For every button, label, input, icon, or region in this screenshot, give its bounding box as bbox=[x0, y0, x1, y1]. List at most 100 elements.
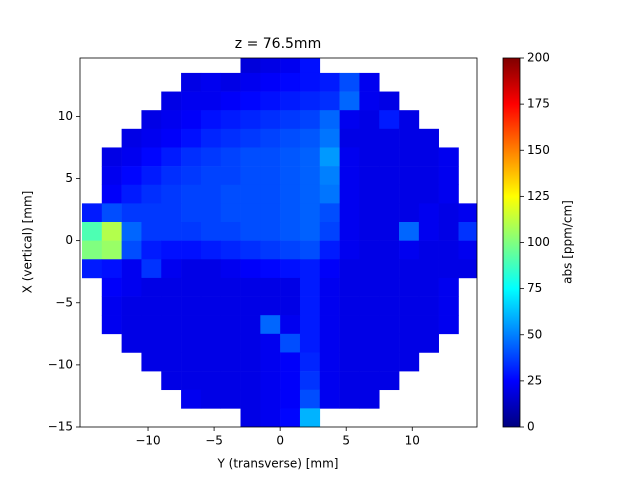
heatmap-cell bbox=[299, 296, 321, 316]
heatmap-cell bbox=[319, 371, 340, 391]
heatmap-cell bbox=[141, 333, 162, 353]
heatmap-cell bbox=[161, 166, 182, 186]
colorbar-tick-label: 125 bbox=[527, 189, 550, 203]
heatmap-cell bbox=[101, 184, 122, 204]
heatmap-cell bbox=[299, 91, 321, 111]
plot-frame bbox=[79, 57, 478, 428]
heatmap-cell bbox=[438, 296, 459, 316]
heatmap-cell bbox=[359, 203, 380, 223]
heatmap-cell bbox=[399, 222, 420, 241]
heatmap-cell bbox=[280, 408, 301, 427]
heatmap-cell bbox=[280, 240, 301, 260]
heatmap-cell bbox=[280, 371, 301, 391]
heatmap-cell bbox=[220, 222, 241, 241]
heatmap-cell bbox=[319, 222, 340, 241]
heatmap-cell bbox=[299, 315, 321, 335]
heatmap-cell bbox=[161, 333, 182, 353]
heatmap-cell bbox=[121, 147, 142, 167]
heatmap-cell bbox=[280, 184, 301, 204]
heatmap-cell bbox=[399, 259, 420, 279]
heatmap-cell bbox=[399, 352, 420, 372]
heatmap-cell bbox=[260, 277, 281, 297]
heatmap-cell bbox=[438, 203, 459, 223]
heatmap-cell bbox=[379, 296, 400, 316]
x-tick-label: 0 bbox=[276, 434, 284, 448]
x-tick-label: 5 bbox=[342, 434, 350, 448]
heatmap-cell bbox=[141, 296, 162, 316]
heatmap-cell bbox=[200, 72, 222, 92]
heatmap-cell bbox=[141, 166, 162, 186]
y-tick-label: −15 bbox=[48, 420, 73, 434]
heatmap-cell bbox=[319, 147, 340, 167]
y-tick-label: 5 bbox=[65, 171, 73, 185]
heatmap-cell bbox=[280, 58, 301, 74]
heatmap-cell bbox=[141, 315, 162, 335]
heatmap-cell bbox=[260, 371, 281, 391]
heatmap-cell bbox=[359, 259, 380, 279]
heatmap-cell bbox=[81, 203, 103, 223]
heatmap-cell bbox=[418, 128, 439, 148]
heatmap-cell bbox=[379, 277, 400, 297]
heatmap-cell bbox=[121, 184, 142, 204]
heatmap-cell bbox=[200, 222, 222, 241]
heatmap-cell bbox=[359, 147, 380, 167]
heatmap-cell bbox=[240, 147, 261, 167]
heatmap-cell bbox=[280, 296, 301, 316]
heatmap-cell bbox=[240, 240, 261, 260]
heatmap-cell bbox=[280, 277, 301, 297]
heatmap-cell bbox=[299, 371, 321, 391]
heatmap-cell bbox=[280, 222, 301, 241]
heatmap-cell bbox=[240, 333, 261, 353]
heatmap-cell bbox=[319, 128, 340, 148]
heatmap-cell bbox=[260, 184, 281, 204]
heatmap-cell bbox=[200, 371, 222, 391]
heatmap-cell bbox=[240, 371, 261, 391]
heatmap-cell bbox=[260, 110, 281, 130]
heatmap-cell bbox=[121, 222, 142, 241]
heatmap-cell bbox=[260, 408, 281, 427]
heatmap-cell bbox=[399, 296, 420, 316]
colorbar-tick-label: 25 bbox=[527, 373, 542, 387]
heatmap-cell bbox=[319, 240, 340, 260]
heatmap-cell bbox=[121, 259, 142, 279]
heatmap-cell bbox=[260, 222, 281, 241]
heatmap-cell bbox=[141, 277, 162, 297]
heatmap-cell bbox=[299, 147, 321, 167]
heatmap-cell bbox=[418, 333, 439, 353]
heatmap-cell bbox=[319, 296, 340, 316]
heatmap-cell bbox=[339, 166, 360, 186]
heatmap-cell bbox=[240, 58, 261, 74]
heatmap-cell bbox=[181, 128, 202, 148]
heatmap-cell bbox=[121, 203, 142, 223]
heatmap-cell bbox=[101, 203, 122, 223]
heatmap-cell bbox=[181, 371, 202, 391]
heatmap-cell bbox=[220, 389, 241, 409]
heatmap-cell bbox=[399, 110, 420, 130]
y-tick-label: −10 bbox=[48, 357, 73, 371]
heatmap-cell bbox=[359, 166, 380, 186]
heatmap-cell bbox=[141, 184, 162, 204]
heatmap-cell bbox=[181, 110, 202, 130]
heatmap-cell bbox=[181, 166, 202, 186]
heatmap-cell bbox=[280, 352, 301, 372]
heatmap-cell bbox=[260, 58, 281, 74]
colorbar-tick-label: 75 bbox=[527, 281, 542, 295]
heatmap-cell bbox=[299, 333, 321, 353]
heatmap-cell bbox=[161, 277, 182, 297]
heatmap-cell bbox=[200, 128, 222, 148]
heatmap-cell bbox=[418, 203, 439, 223]
heatmap-cell bbox=[81, 240, 103, 260]
heatmap-cell bbox=[280, 147, 301, 167]
heatmap-cell bbox=[319, 389, 340, 409]
heatmap-cell bbox=[240, 315, 261, 335]
heatmap-cell bbox=[101, 259, 122, 279]
heatmap-cell bbox=[319, 352, 340, 372]
x-tick-label: −10 bbox=[135, 434, 160, 448]
heatmap-cell bbox=[101, 222, 122, 241]
heatmap-cell bbox=[260, 296, 281, 316]
heatmap-cell bbox=[240, 128, 261, 148]
heatmap-cell bbox=[200, 352, 222, 372]
heatmap-cell bbox=[359, 184, 380, 204]
heatmap-cell bbox=[458, 240, 477, 260]
